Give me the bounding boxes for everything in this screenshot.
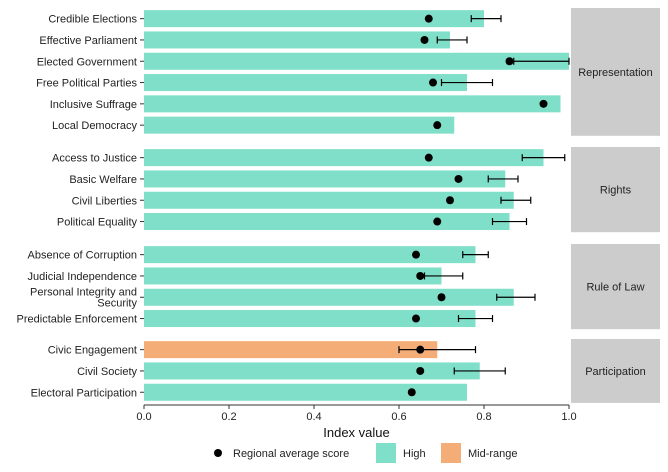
legend-fill-key [376,443,396,463]
regional-average-point [424,153,433,162]
panel-strip [571,8,660,136]
bar [144,310,476,328]
panel-strip-label: Rule of Law [586,282,644,294]
category-label: Elected Government [37,56,137,68]
category-label: Free Political Parties [36,78,137,90]
bar [144,170,506,188]
x-tick-label: 0.2 [221,411,236,423]
regional-average-point [446,196,454,205]
x-tick-label: 0.6 [391,411,406,423]
legend-fill-key [441,443,461,463]
regional-average-point [424,14,433,23]
panel-strip-label: Rights [600,185,632,197]
regional-average-point [433,217,442,226]
regional-average-point [416,345,425,354]
bar [144,267,442,285]
x-tick-label: 0.8 [476,411,491,423]
regional-average-point [505,57,514,66]
bar [144,341,438,359]
regional-average-point [454,174,463,183]
category-label: Credible Elections [48,14,137,26]
panel-strip [571,339,660,403]
bar [144,95,561,113]
category-label: Political Equality [57,217,138,229]
bar [144,191,514,209]
panel-strip [571,147,660,233]
regional-average-point [437,293,446,302]
category-label: Civil Liberties [72,195,138,207]
panel-strip-label: Participation [585,366,646,378]
x-tick-label: 1.0 [561,411,576,423]
bar [144,288,514,306]
category-label: Judicial Independence [28,271,137,283]
regional-average-point [416,366,425,375]
regional-average-point [433,121,442,130]
regional-average-point [412,250,420,259]
bar [144,74,467,92]
bar [144,246,476,264]
panel-strip-label: Representation [578,67,653,79]
bar [144,10,484,28]
category-label: Electoral Participation [31,387,137,399]
regional-average-point [429,78,437,87]
category-label: Effective Parliament [39,35,137,47]
bar [144,213,510,231]
category-label: Civil Society [77,366,137,378]
category-label: Personal Integrity and Security [30,286,138,309]
regional-average-point [539,99,548,108]
regional-average-point [407,388,416,397]
bar [144,362,480,380]
category-label: Local Democracy [52,120,137,132]
bar [144,31,450,49]
x-tick-label: 0.4 [306,411,321,423]
bar [144,383,467,401]
bar [144,116,455,134]
category-label: Predictable Enforcement [17,314,137,326]
x-tick-label: 0.0 [136,411,151,423]
panel-strip [571,244,660,330]
regional-average-point [416,271,425,280]
category-label: Absence of Corruption [28,250,137,262]
category-label: Access to Justice [52,153,137,165]
bar [144,149,544,167]
category-label: Basic Welfare [69,174,137,186]
legend-label: High [403,448,426,460]
legend-label: Regional average score [233,448,349,460]
regional-average-point [420,35,429,44]
category-label: Inclusive Suffrage [50,99,137,111]
category-label-line: Personal Integrity and [30,286,137,298]
x-axis-title: Index value [323,425,390,440]
category-label: Civic Engagement [48,345,137,357]
legend-point-key [214,449,222,457]
legend-label: Mid-range [468,448,518,460]
bar [144,52,569,70]
category-label-line: Security [97,297,137,309]
regional-average-point [412,314,420,323]
